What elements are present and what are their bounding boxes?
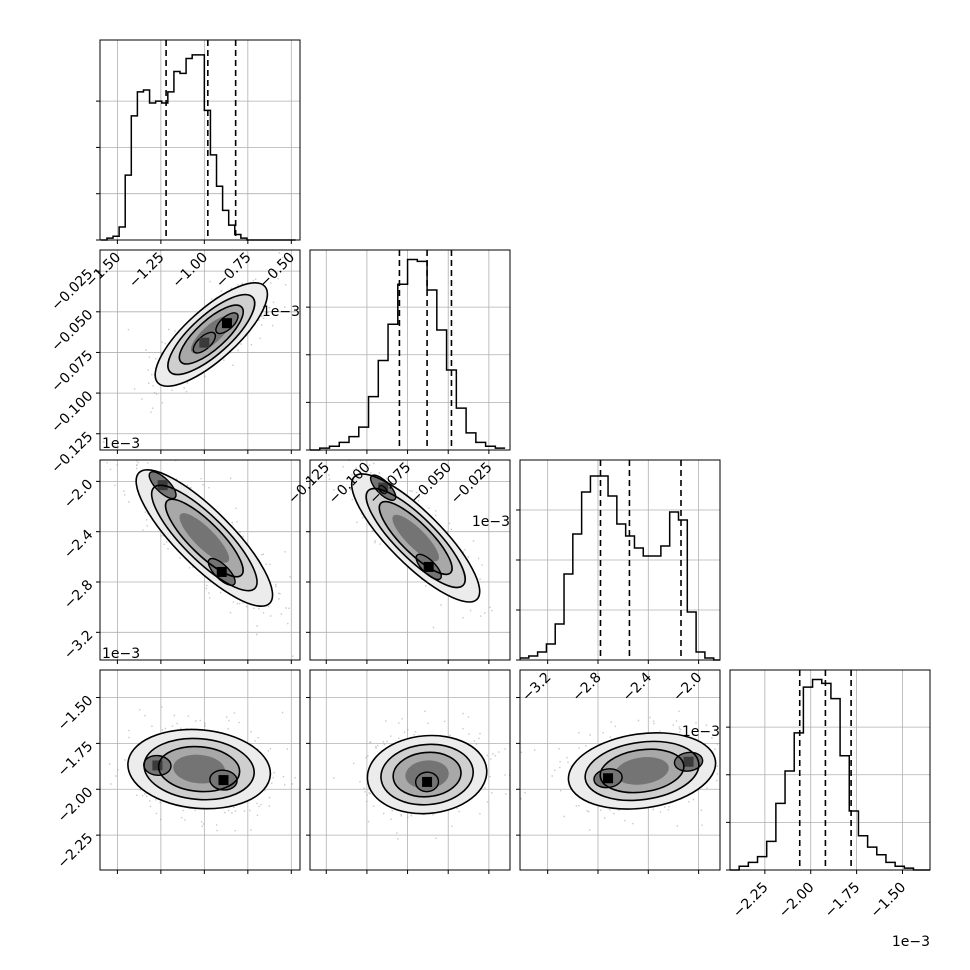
density-peak [152,760,163,771]
y-offset-label: 1e−3 [102,646,140,662]
y-tick-label: −2.00 [55,784,97,826]
x-tick-label: −1.50 [868,880,910,922]
y-tick-label: −3.2 [61,627,96,662]
density-level [392,514,439,562]
hist-panel-p3 [726,669,931,874]
contour-line [380,743,474,806]
contour-line [365,487,466,589]
x-tick-label: −2.25 [730,880,772,922]
contour-line [599,748,685,794]
hist-panel-p0 [96,39,301,244]
y-tick-label: −0.050 [48,307,96,355]
scatter-panel-p1-p3 [306,669,511,874]
y-tick-label: −0.100 [48,388,96,436]
y-offset-label: 1e−3 [102,436,140,452]
axes-frame [729,669,931,871]
axes-frame [99,669,301,871]
contour-line [127,728,272,810]
axes-frame [309,249,511,451]
hist-panel-p2 [516,459,721,664]
contour-line [135,468,274,607]
density-peak [603,773,614,784]
y-tick-label: −1.50 [55,693,97,735]
x-tick-label: −2.4 [620,669,655,704]
contour-line [584,740,700,802]
x-tick-label: −0.50 [256,250,298,292]
contour-line [167,293,256,376]
scatter-panel-p0-p3 [96,669,301,874]
y-tick-label: −2.25 [55,830,97,872]
x-tick-label: −3.2 [519,670,554,705]
scatter-panel-p0-p1 [96,249,301,454]
x-offset-label: 1e−3 [262,304,300,320]
x-offset-label: 1e−3 [892,934,930,950]
x-tick-label: −1.25 [126,250,168,292]
density-peak [199,337,210,348]
hist-step-p3 [730,678,930,871]
scatter-panel-p0-p2 [96,459,301,664]
hist-panel-p1 [306,249,511,454]
density-peak [683,756,694,767]
axes-frame [99,39,301,241]
x-tick-label: −2.0 [670,670,705,705]
contour-line [164,498,244,578]
contour-line [350,473,481,603]
y-tick-label: −2.0 [61,476,96,511]
x-offset-label: 1e−3 [682,724,720,740]
x-offset-label: 1e−3 [472,514,510,530]
axes-frame [519,669,721,871]
density-peak [422,776,433,787]
contour-line [143,737,255,801]
density-peak [218,775,229,786]
scatter-points [108,706,296,832]
contour-line [154,282,269,388]
hist-step-p1 [310,258,506,451]
y-tick-label: −0.125 [48,429,96,477]
density-peak [221,318,232,329]
contour-line [392,751,462,798]
y-tick-label: −1.75 [55,738,97,780]
axes-frame [309,459,511,661]
y-tick-label: −2.4 [61,527,96,562]
axes-frame [99,459,301,661]
axes-frame [309,669,511,871]
hist-step-p0 [100,54,296,241]
density-level [615,757,669,785]
contour-line [567,731,717,810]
x-tick-label: −1.75 [822,880,864,922]
y-tick-label: −0.075 [48,347,96,395]
contour-line [150,484,258,592]
hist-step-p2 [520,475,720,661]
x-tick-label: −2.00 [776,880,818,922]
y-tick-label: −2.8 [61,577,96,612]
contour-line [178,304,244,365]
axes-frame [99,249,301,451]
x-tick-label: −1.00 [170,250,212,292]
scatter-panel-p2-p3 [516,669,721,874]
density-peak [378,482,389,493]
scatter-panel-p1-p2 [306,459,511,664]
y-tick-label: −0.025 [48,266,96,314]
x-tick-label: −2.8 [569,670,604,705]
contour-line [366,734,488,815]
contour-line [157,745,241,793]
contour-line [378,500,453,576]
density-level [179,513,230,563]
